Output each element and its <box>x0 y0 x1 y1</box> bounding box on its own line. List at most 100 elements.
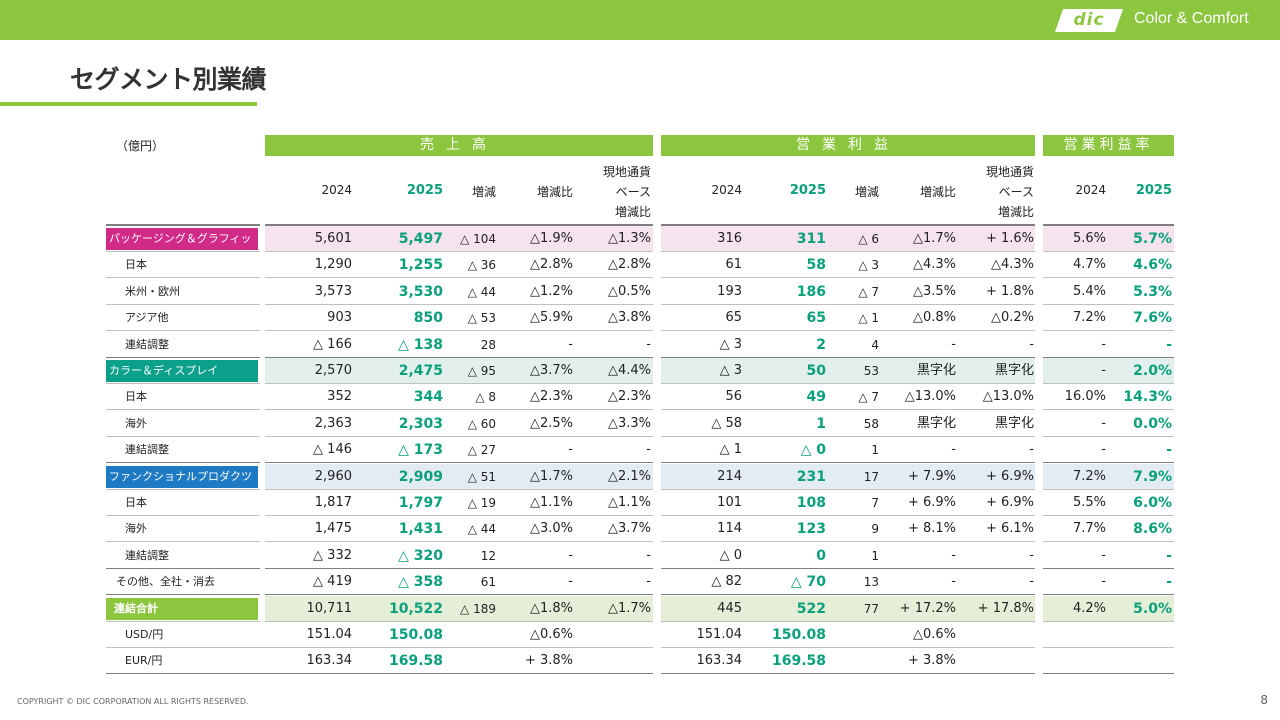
table-cell: △0.6% <box>529 627 573 642</box>
table-cell: 7.9% <box>1133 468 1172 485</box>
table-cell: 28 <box>480 337 496 352</box>
table-cell: △1.7% <box>607 600 651 616</box>
table-cell: 0 <box>816 547 826 564</box>
row-rule <box>265 488 653 490</box>
row-tint <box>1043 463 1174 490</box>
row-rule <box>1043 409 1174 411</box>
table-cell: - <box>646 574 651 590</box>
row-rule <box>106 251 260 252</box>
table-cell: △0.6% <box>912 627 956 642</box>
table-cell: 1,431 <box>398 521 443 538</box>
table-cell: 7.6% <box>1133 310 1172 327</box>
table-cell: △3.0% <box>529 521 573 537</box>
row-rule <box>106 409 260 411</box>
table-cell: 4.6% <box>1133 257 1172 274</box>
table-cell: + 17.2% <box>899 600 956 616</box>
column-header: 2024 <box>1075 183 1106 197</box>
table-cell: + 8.1% <box>907 521 956 537</box>
table-cell: 5.3% <box>1133 283 1172 300</box>
row-tint <box>265 595 653 622</box>
table-cell: △ 7 <box>858 390 879 405</box>
row-tint <box>661 358 1035 384</box>
table-cell: △1.1% <box>607 495 651 510</box>
table-cell: △ 44 <box>467 284 496 299</box>
table-cell: 8.6% <box>1133 521 1172 538</box>
table-cell: △ 1 <box>719 442 742 458</box>
row-rule <box>661 251 1035 252</box>
table-cell: 黒字化 <box>994 363 1034 378</box>
table-cell: 10,711 <box>306 600 353 616</box>
table-cell: + 6.9% <box>907 495 956 510</box>
table-cell: - <box>1101 415 1106 431</box>
table-cell: 169.58 <box>388 653 443 670</box>
table-cell: 黒字化 <box>994 415 1034 431</box>
table-cell: 114 <box>717 521 742 537</box>
row-tint <box>1043 358 1174 384</box>
table-cell: 黒字化 <box>916 415 956 431</box>
table-cell: △3.3% <box>607 415 651 431</box>
table-cell: 4 <box>871 337 879 352</box>
title-underline <box>0 102 257 106</box>
table-cell: - <box>1029 574 1034 590</box>
table-cell: - <box>1166 336 1172 353</box>
table-cell: △ 104 <box>460 232 496 246</box>
table-cell: △ 3 <box>858 258 879 273</box>
table-cell: 231 <box>796 468 826 485</box>
table-cell: △ 0 <box>800 442 826 459</box>
table-cell: △2.3% <box>607 389 651 405</box>
table-cell: △4.3% <box>912 257 956 273</box>
table-cell: △2.1% <box>607 468 651 484</box>
table-cell: 1,817 <box>314 495 352 510</box>
row-label: 連結調整 <box>125 548 169 562</box>
table-cell: 3,530 <box>398 283 443 300</box>
table-row: 米州・欧州 3,573 3,530 △ 44 △1.2% △0.5% 193 186 △ 7 △3… <box>0 279 1280 305</box>
table-cell: + 1.6% <box>985 231 1034 246</box>
row-rule <box>106 620 260 622</box>
table-cell: - <box>1166 574 1172 591</box>
row-rule <box>661 435 1035 437</box>
table-cell: 311 <box>796 231 826 247</box>
table-cell: △13.0% <box>982 389 1034 405</box>
table-row: 連結調整 △ 146 △ 173 △ 27 - - △ 1 △ 0 1 - - - - <box>0 437 1280 464</box>
column-header: 2025 <box>406 183 443 198</box>
row-rule <box>1043 251 1174 252</box>
table-cell: 77 <box>863 601 879 616</box>
table-cell: 522 <box>796 600 826 617</box>
segment-label: ファンクショナルプロダクツ <box>106 465 258 488</box>
row-rule <box>661 594 1035 596</box>
row-label: 米州・欧州 <box>125 284 180 298</box>
table-cell: △ 419 <box>313 574 352 590</box>
table-cell: + 6.9% <box>985 468 1034 484</box>
table-cell: - <box>1166 547 1172 564</box>
column-header: 増減 <box>471 185 496 199</box>
table-cell: - <box>646 336 651 352</box>
table-cell: 2,909 <box>398 468 443 485</box>
row-label: EUR/円 <box>125 654 163 668</box>
table-cell: 352 <box>327 389 352 405</box>
row-tint <box>1043 595 1174 622</box>
table-cell: - <box>1101 574 1106 590</box>
row-rule <box>265 541 653 543</box>
table-cell: △ 8 <box>475 390 496 405</box>
row-tint <box>661 226 1035 252</box>
row-label: 日本 <box>125 258 147 272</box>
column-header: 増減 <box>854 185 879 199</box>
row-rule <box>1043 330 1174 332</box>
row-rule <box>1043 356 1174 358</box>
table-cell: 169.58 <box>771 653 826 670</box>
table-cell: 150.08 <box>771 627 826 643</box>
row-rule <box>106 330 260 332</box>
table-cell: 9 <box>871 522 879 537</box>
table-cell: 108 <box>796 495 826 511</box>
row-label: 日本 <box>125 390 147 404</box>
row-rule <box>265 515 653 516</box>
row-rule <box>1043 567 1174 569</box>
table-cell: △0.8% <box>912 310 956 326</box>
row-rule <box>106 515 260 516</box>
brand-tagline: Color & Comfort <box>1134 10 1249 27</box>
table-cell: 10,522 <box>388 600 443 617</box>
row-rule <box>265 277 653 279</box>
table-cell: 7.2% <box>1072 468 1106 484</box>
table-cell: △ 173 <box>398 442 443 459</box>
table-cell: △2.8% <box>529 257 573 273</box>
